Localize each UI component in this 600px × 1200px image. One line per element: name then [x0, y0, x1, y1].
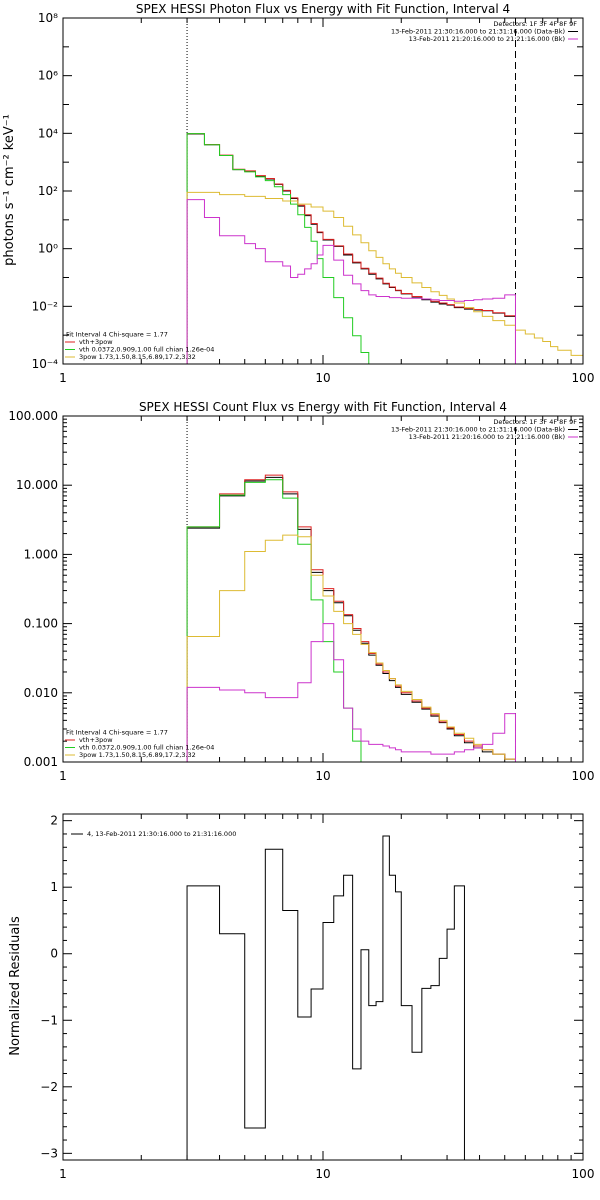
series-line — [186, 133, 516, 364]
series-group — [186, 133, 583, 364]
x-tick-label: 1 — [59, 769, 67, 783]
plot-frame — [62, 813, 584, 1161]
legend-entry: 3pow 1.73,1.50,8.15,6.89,17.2,3.32 — [79, 751, 196, 759]
series-group — [186, 474, 516, 762]
y-axis: 10⁻⁴ 10⁻² 10⁰ 10² 10⁴ 10⁶ 10⁸ — [32, 11, 583, 371]
legend-entry: 13-Feb-2011 21:30:16.000 to 21:31:16.000… — [391, 426, 565, 434]
series-line — [186, 479, 516, 762]
series-line — [186, 133, 516, 364]
legend-entry: Detectors: 1F 3F 4F 8F 9F — [493, 418, 577, 426]
x-tick-label: 1 — [59, 1167, 67, 1181]
x-axis: 1 10 100 — [59, 814, 594, 1181]
y-tick-label: 10² — [38, 184, 58, 198]
chart-2: SPEX HESSI Count Flux vs Energy with Fit… — [8, 400, 594, 783]
series-line — [186, 476, 516, 762]
y-tick-label: 0.100 — [24, 617, 58, 631]
legend-entry: Fit Interval 4 Chi-square = 1.77 — [66, 729, 168, 737]
y-tick-label: 10⁴ — [38, 126, 58, 140]
y-tick-label: 10⁰ — [38, 242, 58, 256]
series-line — [186, 623, 516, 762]
legend-entry: 4, 13-Feb-2011 21:30:16.000 to 21:31:16.… — [87, 830, 236, 838]
x-tick-label: 100 — [572, 371, 595, 385]
series-line — [186, 534, 516, 762]
legend-entry: Detectors: 1F 3F 4F 8F 9F — [493, 20, 577, 28]
series-line — [186, 835, 465, 1160]
x-tick-label: 10 — [315, 371, 330, 385]
x-tick-label: 10 — [315, 1167, 330, 1181]
y-tick-label: −1 — [40, 1013, 58, 1027]
legend-entry: vth+3pow — [79, 736, 113, 744]
y-axis: −3 −2 −1 0 1 2 — [40, 814, 583, 1160]
y-tick-label: 100.000 — [8, 409, 58, 423]
legend-top-left: 4, 13-Feb-2011 21:30:16.000 to 21:31:16.… — [71, 830, 236, 838]
y-tick-label: 1.000 — [24, 547, 58, 561]
series-line — [186, 199, 516, 364]
x-tick-label: 100 — [572, 769, 595, 783]
plot-frame — [62, 415, 584, 763]
series-group — [186, 835, 465, 1160]
series-line — [186, 191, 583, 364]
x-tick-label: 10 — [315, 769, 330, 783]
series-line — [186, 133, 516, 364]
legend-entry: vth 0.0372,0.909,1.00 full chian 1.26e-0… — [79, 744, 214, 752]
y-tick-label: 10⁶ — [38, 69, 58, 83]
legend-entry: Fit Interval 4 Chi-square = 1.77 — [66, 331, 168, 339]
y-tick-label: 0.010 — [24, 686, 58, 700]
legend-entry: vth 0.0372,0.909,1.00 full chian 1.26e-0… — [79, 346, 214, 354]
chart-title: SPEX HESSI Count Flux vs Energy with Fit… — [139, 400, 507, 414]
plot-frame — [62, 17, 584, 365]
y-axis-label: photons s⁻¹ cm⁻² keV⁻¹ — [2, 114, 17, 266]
y-tick-label: −2 — [40, 1080, 58, 1094]
legend-entry: 13-Feb-2011 21:20:16.000 to 21:21:16.000… — [409, 433, 565, 441]
legend-bottom-left: Fit Interval 4 Chi-square = 1.77vth+3pow… — [65, 331, 214, 361]
y-tick-label: 10⁸ — [38, 11, 58, 25]
chart-1: SPEX HESSI Photon Flux vs Energy with Fi… — [2, 2, 594, 385]
y-tick-label: 0 — [50, 947, 58, 961]
y-tick-label: 10⁻⁴ — [32, 357, 59, 371]
y-tick-label: 10⁻² — [32, 299, 59, 313]
x-tick-label: 1 — [59, 371, 67, 385]
legend-entry: 13-Feb-2011 21:30:16.000 to 21:31:16.000… — [391, 28, 565, 36]
legend-bottom-left: Fit Interval 4 Chi-square = 1.77vth+3pow… — [65, 729, 214, 759]
y-tick-label: 2 — [50, 814, 58, 828]
x-tick-label: 100 — [572, 1167, 595, 1181]
y-axis: 0.001 0.010 0.100 1.000 10.000 100.000 — [8, 409, 583, 769]
y-tick-label: 10.000 — [16, 478, 58, 492]
series-line — [186, 474, 516, 762]
y-axis-label: Normalized Residuals — [8, 916, 23, 1056]
legend-entry: vth+3pow — [79, 338, 113, 346]
chart-3: Normalized Residuals 1 10 100 −3 −2 −1 0 1 2 4, 13… — [8, 813, 594, 1181]
legend-entry: 3pow 1.73,1.50,8.15,6.89,17.2,3.32 — [79, 353, 196, 361]
y-tick-label: −3 — [40, 1146, 58, 1160]
y-tick-label: 0.001 — [24, 755, 58, 769]
chart-title: SPEX HESSI Photon Flux vs Energy with Fi… — [136, 2, 510, 16]
y-tick-label: 1 — [50, 880, 58, 894]
legend-entry: 13-Feb-2011 21:20:16.000 to 21:21:16.000… — [409, 35, 565, 43]
